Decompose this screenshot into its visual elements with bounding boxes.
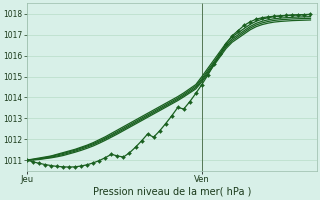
X-axis label: Pression niveau de la mer( hPa ): Pression niveau de la mer( hPa )	[92, 187, 251, 197]
